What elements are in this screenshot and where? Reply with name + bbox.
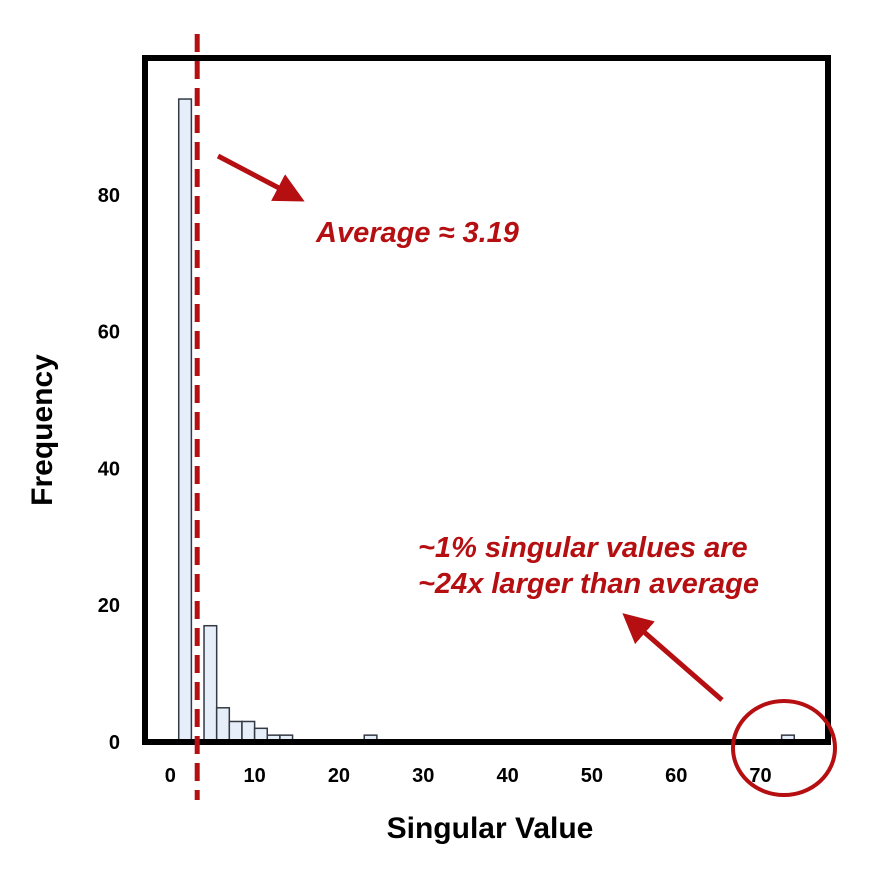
- x-tick-label: 70: [749, 765, 771, 787]
- plot-frame: [142, 55, 831, 745]
- x-tick-label: 50: [581, 765, 603, 787]
- x-axis-label: Singular Value: [387, 812, 594, 845]
- x-tick-label: 0: [165, 765, 176, 787]
- y-tick-label: 60: [98, 322, 120, 344]
- y-tick-label: 80: [98, 185, 120, 207]
- histogram-bar: [203, 624, 218, 743]
- y-axis-label: Frequency: [26, 354, 59, 506]
- x-tick-label: 10: [243, 765, 265, 787]
- x-tick-label: 30: [412, 765, 434, 787]
- x-tick-label: 20: [328, 765, 350, 787]
- y-axis-ticks: 0 20 40 60 80: [98, 185, 120, 754]
- outlier-circle: [731, 699, 837, 797]
- outlier-arrow: [622, 613, 724, 702]
- y-tick-label: 20: [98, 595, 120, 617]
- outlier-annotation-line2: ~24x larger than average: [418, 568, 759, 600]
- histogram-bar: [215, 707, 231, 743]
- x-axis-ticks: 0 10 20 30 40 50 60 70: [165, 765, 772, 787]
- histogram-bar: [177, 98, 193, 743]
- average-annotation: Average ≈ 3.19: [315, 217, 519, 249]
- y-tick-label: 0: [109, 732, 120, 754]
- x-tick-label: 40: [496, 765, 518, 787]
- histogram-bar: [241, 720, 256, 743]
- outlier-annotation-line1: ~1% singular values are: [418, 532, 748, 564]
- y-tick-label: 40: [98, 458, 120, 480]
- histogram-bar: [228, 720, 243, 743]
- average-arrow: [216, 153, 305, 202]
- histogram-bars: [177, 98, 796, 743]
- x-tick-label: 60: [665, 765, 687, 787]
